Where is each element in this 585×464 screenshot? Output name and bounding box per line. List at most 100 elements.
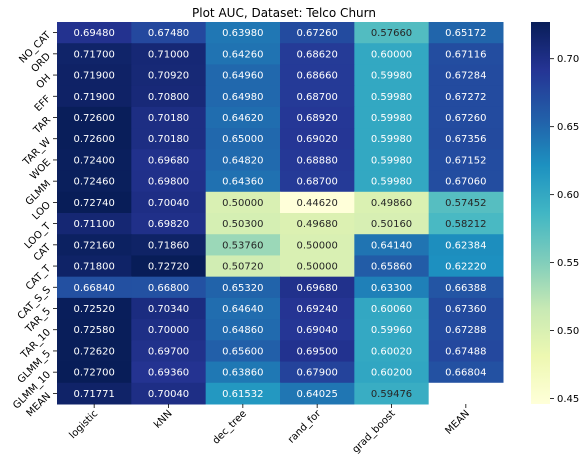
heatmap-cell [428, 340, 504, 363]
heatmap-cell [57, 213, 132, 235]
cell-value-label: 0.67356 [445, 134, 486, 145]
heatmap-cell [280, 85, 355, 108]
cell-value-label: 0.67288 [445, 325, 486, 336]
cell-value-label: 0.65172 [445, 28, 486, 39]
cell-value-label: 0.66800 [148, 283, 189, 294]
heatmap-cell [57, 340, 132, 363]
cell-value-label: 0.67360 [445, 304, 486, 315]
cell-value-label: 0.70040 [148, 198, 189, 209]
heatmap-cell [131, 149, 207, 172]
heatmap-cell [280, 106, 355, 129]
heatmap-cell [354, 234, 430, 256]
heatmap-cell [354, 191, 430, 214]
heatmap-cell [428, 255, 504, 278]
heatmap-cell [131, 22, 207, 44]
cell-value-label: 0.70180 [148, 134, 189, 145]
heatmap-cell [354, 255, 430, 278]
cell-value-label: 0.50720 [222, 262, 263, 273]
cell-value-label: 0.65860 [371, 262, 412, 273]
colorbar-gradient [531, 22, 550, 404]
heatmap-cell [57, 297, 132, 320]
cell-value-label: 0.70000 [148, 325, 189, 336]
chart-title: Plot AUC, Dataset: Telco Churn [192, 6, 376, 20]
heatmap-cell [428, 191, 504, 214]
cell-value-label: 0.68880 [296, 155, 337, 166]
cell-value-label: 0.72600 [73, 134, 114, 145]
heatmap-cell [280, 319, 355, 341]
heatmap-cell [280, 170, 355, 193]
cell-value-label: 0.53760 [222, 240, 263, 251]
heatmap-cell [57, 255, 132, 278]
cell-value-label: 0.60000 [371, 49, 412, 60]
heatmap-cell [428, 170, 504, 193]
heatmap-cell [280, 213, 355, 235]
cell-value-label: 0.59476 [371, 389, 412, 400]
cell-value-label: 0.57452 [445, 198, 486, 209]
heatmap-cell [131, 64, 207, 87]
cell-value-label: 0.59980 [371, 155, 412, 166]
heatmap-cell [205, 213, 281, 235]
cell-value-label: 0.59980 [371, 177, 412, 188]
cell-value-label: 0.69040 [296, 325, 337, 336]
heatmap-cell [131, 319, 207, 341]
x-tick-label: grad_boost [350, 408, 397, 455]
heatmap-cell [131, 106, 207, 129]
cell-value-label: 0.64960 [222, 71, 263, 82]
cell-value-label: 0.63860 [222, 368, 263, 379]
heatmap-cell [205, 234, 281, 256]
heatmap-cell [205, 382, 281, 405]
heatmap-cell [280, 149, 355, 172]
heatmap-cell [280, 191, 355, 214]
heatmap-cell [57, 361, 132, 384]
heatmap-cell [428, 297, 504, 320]
cell-value-label: 0.64860 [222, 325, 263, 336]
heatmap-cell [57, 43, 132, 65]
cell-value-label: 0.67488 [445, 346, 486, 357]
heatmap-cell [57, 234, 132, 256]
colorbar-tick-label: 0.50 [557, 326, 579, 337]
heatmap-cell [428, 85, 504, 108]
y-tick-label: OH [34, 72, 53, 91]
heatmap-cell [354, 149, 430, 172]
heatmap-cell [57, 191, 132, 214]
cell-value-label: 0.61532 [222, 389, 263, 400]
heatmap-cell [131, 213, 207, 235]
cell-value-label: 0.67480 [148, 28, 189, 39]
heatmap-cell [131, 255, 207, 278]
heatmap-cell [205, 106, 281, 129]
y-tick-label: CAT_T [24, 263, 54, 293]
heatmap-cell [131, 340, 207, 363]
heatmap-cell [354, 128, 430, 150]
heatmap-cell [428, 149, 504, 172]
heatmap-cell [57, 170, 132, 193]
cell-value-label: 0.44620 [296, 198, 337, 209]
heatmap-cell [280, 382, 355, 405]
cell-value-label: 0.49680 [296, 219, 337, 230]
heatmap-cell [354, 43, 430, 65]
cell-value-label: 0.70800 [148, 92, 189, 103]
cell-value-label: 0.60020 [371, 346, 412, 357]
cell-value-label: 0.72400 [73, 155, 114, 166]
y-tick-label: TAR [31, 115, 53, 137]
heatmap-cell [280, 297, 355, 320]
cell-value-label: 0.72720 [148, 262, 189, 273]
heatmap-cell [428, 106, 504, 129]
cell-value-label: 0.69680 [148, 155, 189, 166]
cell-value-label: 0.49860 [371, 198, 412, 209]
cell-value-label: 0.63980 [222, 28, 263, 39]
cell-value-label: 0.69700 [148, 346, 189, 357]
cell-value-label: 0.64640 [222, 304, 263, 315]
heatmap-cell [131, 297, 207, 320]
heatmap-cell [205, 191, 281, 214]
cell-value-label: 0.67272 [445, 92, 486, 103]
heatmap-cell [428, 43, 504, 65]
cell-value-label: 0.67260 [296, 28, 337, 39]
heatmap-cell [354, 213, 430, 235]
heatmap-cell [131, 234, 207, 256]
cell-value-label: 0.68620 [296, 49, 337, 60]
cell-value-label: 0.50300 [222, 219, 263, 230]
cell-value-label: 0.66388 [445, 283, 486, 294]
cell-value-label: 0.67284 [445, 71, 486, 82]
heatmap-cell [57, 319, 132, 341]
